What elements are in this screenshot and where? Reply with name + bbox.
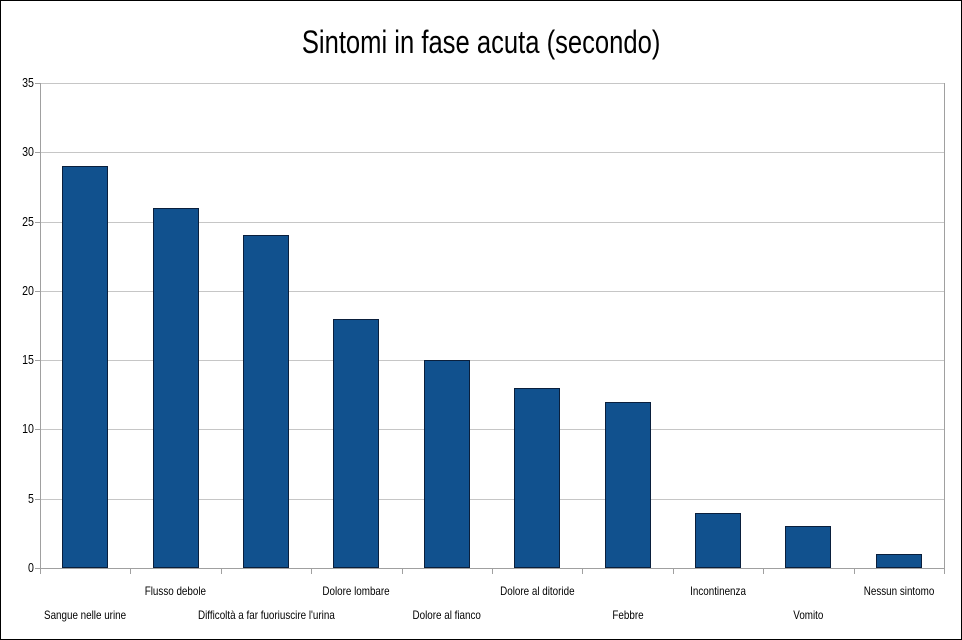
y-axis-tick [35, 290, 40, 292]
y-axis-tick [35, 429, 40, 431]
category-label-text: Dolore al fianco [412, 608, 481, 622]
y-axis-tick-label-text: 20 [22, 283, 34, 298]
category-label-text: Sangue nelle urine [44, 608, 127, 622]
category-label-text: Febbre [612, 608, 644, 622]
y-axis-tick-label: 15 [1, 353, 34, 367]
plot-right-border [944, 83, 945, 574]
y-axis-tick [35, 360, 40, 362]
y-gridline [40, 152, 944, 154]
y-axis-tick [35, 498, 40, 500]
y-gridline [40, 290, 944, 292]
bar [152, 207, 199, 568]
bar [514, 387, 561, 568]
x-axis-tick [944, 568, 945, 574]
x-axis-tick [763, 568, 765, 574]
y-axis-tick-label: 20 [1, 284, 34, 298]
category-label-text: Nessun sintomo [863, 584, 935, 598]
category-label-text: Vomito [793, 608, 824, 622]
chart-title: Sintomi in fase acuta (secondo) [1, 23, 961, 61]
y-axis-tick-label: 35 [1, 76, 34, 90]
y-axis-tick-label-text: 0 [28, 561, 34, 575]
y-axis-tick-label: 30 [1, 145, 34, 159]
x-axis-tick [130, 568, 132, 574]
y-axis-tick [35, 568, 40, 569]
category-label-text: Dolore al ditoride [499, 584, 575, 598]
x-axis-tick [401, 568, 403, 574]
y-axis-tick-label: 0 [1, 561, 34, 575]
y-axis-line [40, 83, 41, 574]
x-axis-tick [40, 568, 41, 574]
y-axis-tick-label-text: 30 [22, 145, 34, 160]
y-axis-tick [35, 152, 40, 154]
y-axis-tick-label: 10 [1, 422, 34, 436]
y-gridline [40, 83, 944, 84]
y-axis-tick-label: 5 [1, 492, 34, 506]
x-axis-tick [853, 568, 855, 574]
y-axis-tick [35, 83, 40, 84]
x-axis-tick [492, 568, 493, 574]
y-axis-tick-label-text: 25 [22, 214, 34, 229]
bar [695, 512, 741, 568]
category-label-text: Flusso debole [144, 584, 207, 598]
x-axis-tick [311, 568, 313, 574]
y-gridline [40, 498, 944, 500]
bar [875, 554, 922, 568]
x-axis-tick [220, 568, 222, 574]
x-axis-tick [582, 568, 584, 574]
bar [62, 166, 109, 568]
chart-title-text: Sintomi in fase acuta (secondo) [301, 24, 661, 60]
bar [604, 401, 651, 568]
y-axis-tick [35, 221, 40, 223]
x-axis-tick [672, 568, 674, 574]
bar [333, 318, 380, 568]
y-axis-tick-label: 25 [1, 215, 34, 229]
y-axis-tick-label-text: 10 [22, 422, 34, 437]
bar [785, 526, 832, 568]
y-axis-tick-label-text: 15 [22, 353, 34, 368]
y-gridline [40, 221, 944, 223]
category-label-text: Dolore lombare [322, 584, 391, 598]
bar [423, 360, 470, 568]
category-label-text: Difficoltà a far fuoriuscire l'urina [197, 608, 335, 622]
y-axis-tick-label-text: 35 [22, 76, 34, 90]
bar [243, 235, 289, 568]
y-gridline [40, 360, 944, 362]
category-label-text: Incontinenza [690, 584, 746, 598]
y-gridline [40, 429, 944, 431]
y-axis-tick-label-text: 5 [28, 491, 34, 506]
